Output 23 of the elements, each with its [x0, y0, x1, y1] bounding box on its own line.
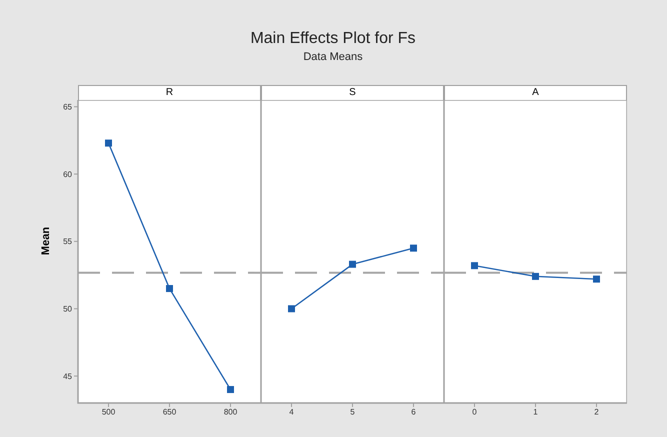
chart-subtitle: Data Means	[302, 51, 364, 63]
y-axis-title: Mean	[40, 226, 52, 256]
y-tick-label: 55	[63, 237, 73, 246]
x-tick-label: 2	[594, 408, 600, 417]
x-axis-title: S	[261, 85, 444, 100]
x-tick-label: 650	[162, 408, 177, 417]
y-tick-label: 60	[63, 170, 73, 179]
point	[227, 386, 234, 394]
x-tick-label: 6	[411, 408, 416, 417]
point	[166, 285, 173, 292]
x-tick-label: 4	[289, 408, 294, 417]
x-axis-title: A	[444, 85, 627, 100]
x-axis-title: R	[78, 85, 261, 100]
x-tick-label: 500	[102, 408, 116, 417]
y-tick-label: 45	[63, 372, 73, 381]
x-tick-label: 5	[350, 408, 356, 417]
y-tick-label: 65	[63, 102, 73, 112]
x-tick-label: 0	[472, 408, 478, 417]
point	[105, 140, 112, 147]
chart-title: Main Effects Plot for Fs	[249, 30, 417, 48]
y-tick-label: 50	[63, 304, 73, 314]
x-tick-label: 1	[533, 408, 538, 417]
x-tick-label: 800	[224, 408, 238, 417]
